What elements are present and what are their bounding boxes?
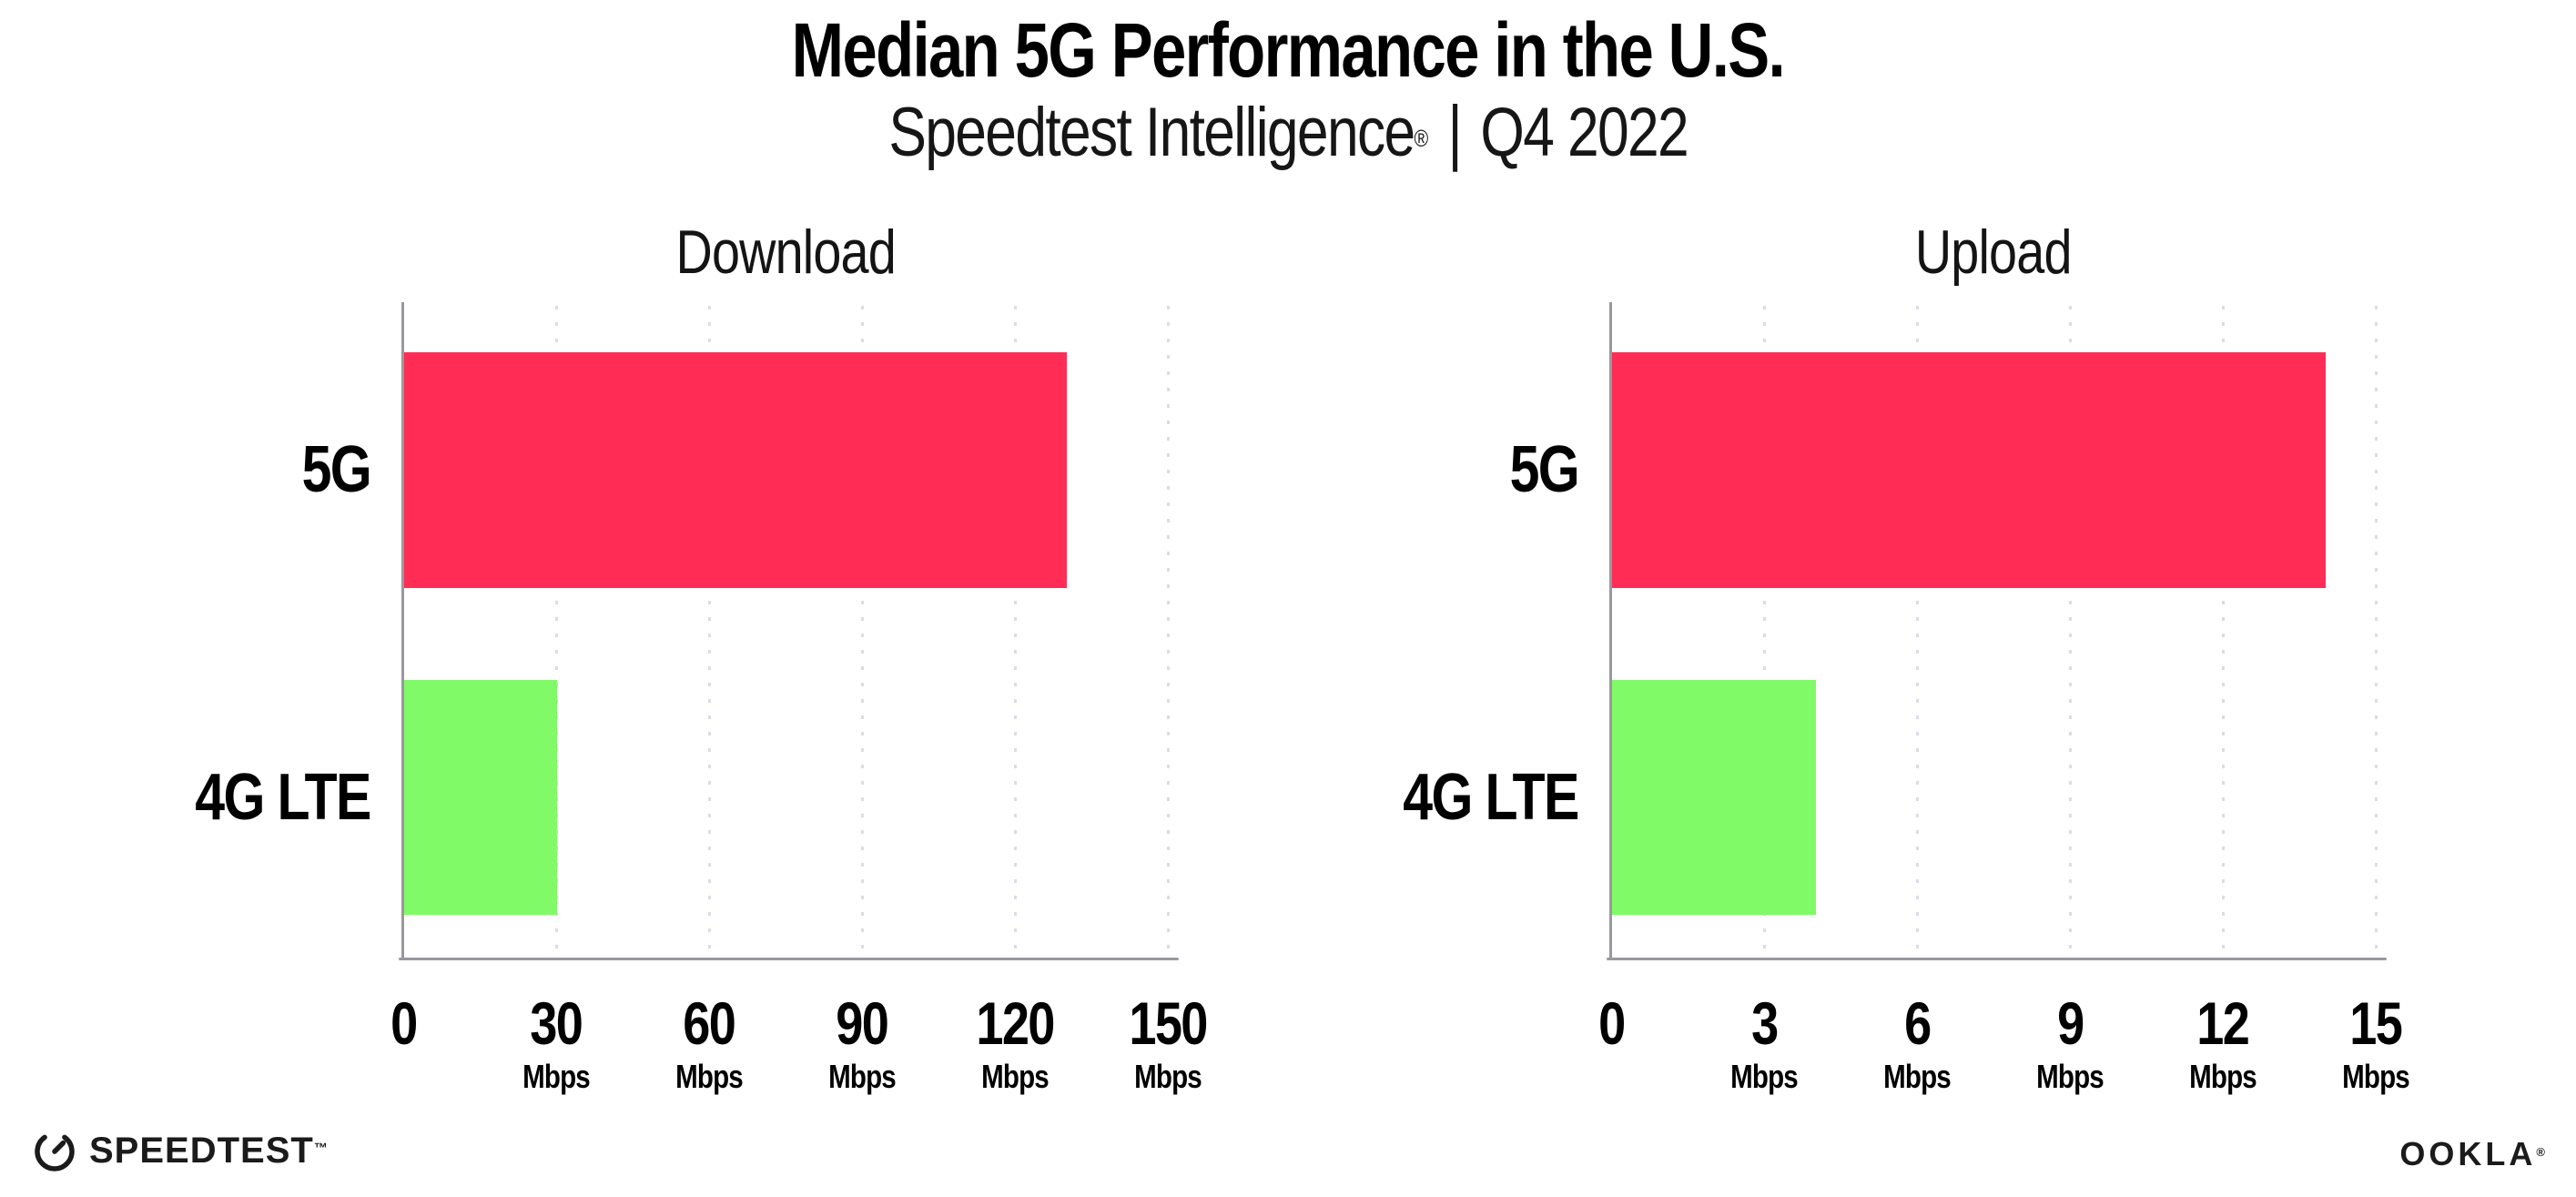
x-tick-90: 90 Mbps (828, 989, 897, 1095)
category-label-4g-lte: 4G LTE (195, 761, 372, 834)
speedtest-wordmark-text: SPEEDTEST (89, 1131, 314, 1171)
bar-4g-lte (1612, 680, 1816, 915)
upload-chart-title-text: Upload (1915, 218, 2073, 287)
category-label-5g: 5G (301, 433, 372, 506)
x-axis-line (1607, 958, 2387, 960)
page-title: Median 5G Performance in the U.S. (0, 9, 2576, 91)
gridline (1762, 306, 1766, 959)
download-chart: Download 5G 4G LTE 0 30 Mbps 60 Mbps 90 Mbps 120… (195, 220, 1209, 1118)
x-tick-6: 6 Mbps (1883, 989, 1952, 1095)
x-tick-0: 0 (390, 989, 418, 1057)
x-axis-ticks: 0 30 Mbps 60 Mbps 90 Mbps 120 Mbps 150 Mbps (390, 989, 1209, 1118)
ookla-logo: OOKLA® (2399, 1136, 2545, 1172)
x-tick-0: 0 (1597, 989, 1626, 1057)
gridline (2221, 306, 2225, 959)
download-chart-title-text: Download (675, 218, 896, 287)
page-title-text: Median 5G Performance in the U.S. (791, 7, 1786, 93)
x-tick-120: 120 Mbps (976, 989, 1055, 1095)
gridline (1915, 306, 1919, 959)
subtitle-period: Q4 2022 (1480, 94, 1689, 171)
gridline (2374, 306, 2378, 959)
bar-5g (1612, 352, 2326, 588)
gridline (2068, 306, 2072, 959)
x-tick-150: 150 Mbps (1129, 989, 1208, 1095)
trademark-icon: ™ (313, 1141, 328, 1156)
x-tick-60: 60 Mbps (675, 989, 744, 1095)
y-axis-line (1609, 302, 1612, 959)
subtitle-brand: Speedtest Intelligence (888, 94, 1415, 171)
registered-trademark-icon: ® (1414, 125, 1429, 152)
plot-area (399, 302, 1179, 960)
upload-chart: Upload 5G 4G LTE 0 3 Mbps 6 Mbps 9 Mbps 12 Mbps 15… (1208, 0, 2496, 1197)
ookla-registered-icon: ® (2536, 1145, 2545, 1159)
x-axis-ticks: 0 3 Mbps 6 Mbps 9 Mbps 12 Mbps 15 Mbps (1598, 989, 2410, 1118)
plot-area (1607, 302, 2387, 960)
category-label-5g: 5G (1509, 433, 1580, 506)
bar-5g (404, 352, 1067, 588)
gridline (1013, 306, 1017, 959)
x-tick-3: 3 Mbps (1730, 989, 1799, 1095)
bar-4g-lte (404, 680, 557, 915)
page-subtitle: Speedtest Intelligence® | Q4 2022 (0, 91, 2576, 175)
speedtest-gauge-icon (35, 1134, 75, 1172)
x-tick-9: 9 Mbps (2036, 989, 2104, 1095)
y-axis-line (401, 302, 404, 959)
speedtest-wordmark: SPEEDTEST™ (89, 1129, 328, 1172)
speedtest-logo: SPEEDTEST™ (33, 1129, 328, 1172)
gridline (1166, 306, 1170, 959)
upload-chart-title: Upload (1611, 220, 2376, 284)
subtitle-divider: | (1447, 91, 1462, 174)
x-tick-12: 12 Mbps (2189, 989, 2257, 1095)
x-axis-line (399, 958, 1179, 960)
gridline (554, 306, 558, 959)
subtitle-text: Speedtest Intelligence® | Q4 2022 (888, 91, 1689, 175)
category-label-4g-lte: 4G LTE (1403, 761, 1580, 834)
ookla-wordmark-text: OOKLA (2399, 1135, 2537, 1172)
gridline (707, 306, 711, 959)
gridline (860, 306, 864, 959)
download-chart-title: Download (403, 220, 1168, 284)
x-tick-15: 15 Mbps (2342, 989, 2410, 1095)
x-tick-30: 30 Mbps (522, 989, 591, 1095)
